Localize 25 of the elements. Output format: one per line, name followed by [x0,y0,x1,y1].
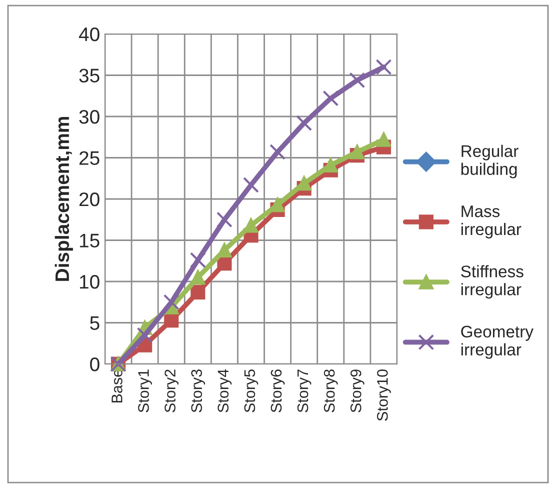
x-tick-label: Story8 [324,370,338,412]
y-tick-label: 25 [79,151,100,165]
y-tick-label: 0 [90,357,100,372]
x-tick-label: Story3 [191,370,206,412]
legend-label: Geometry irregular [461,326,534,359]
x-tick-label: Base [112,370,122,402]
x-tick-label: Story10 [377,369,391,421]
x-tick-label: Story9 [350,370,364,412]
y-tick-label: 30 [79,110,100,124]
x-tick-label: Story2 [164,370,178,412]
legend-label: Regular building [461,144,518,178]
x-tick-label: Story5 [244,370,258,412]
y-tick-label: 15 [80,234,100,248]
y-tick-label: 5 [90,316,100,330]
x-tick-label: Story7 [297,370,312,412]
x-tick-label: Story4 [218,369,232,412]
y-tick-label: 20 [79,192,100,206]
legend-label: Mass irregular [461,206,522,238]
y-tick-label: 40 [78,27,100,42]
x-tick-label: Story1 [138,370,152,412]
y-tick-label: 10 [80,274,100,289]
y-tick-label: 35 [79,68,100,82]
legend-label: Stiffness irregular [461,265,524,299]
x-tick-label: Story6 [270,370,285,412]
y-axis-title: Displacement,mm [54,116,73,281]
